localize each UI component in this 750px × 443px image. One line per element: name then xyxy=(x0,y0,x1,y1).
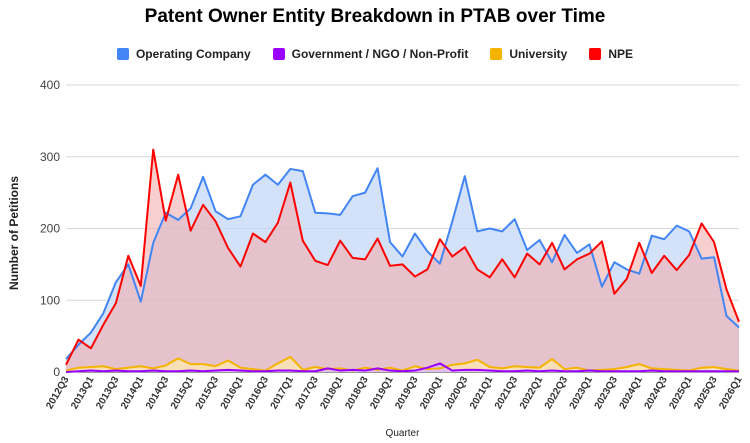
x-tick-label-2021Q3: 2021Q3 xyxy=(493,374,521,411)
legend-label: NPE xyxy=(608,47,634,61)
x-tick-label-2022Q1: 2022Q1 xyxy=(518,374,546,411)
area-university xyxy=(66,356,739,372)
line-npe[interactable] xyxy=(65,148,740,366)
x-tick-label-2024Q1: 2024Q1 xyxy=(618,374,646,411)
y-tick-label-0: 0 xyxy=(53,365,60,379)
x-tick-label-2013Q3: 2013Q3 xyxy=(94,374,122,411)
x-tick-label-2018Q1: 2018Q1 xyxy=(318,374,346,411)
x-tick-label-2020Q3: 2020Q3 xyxy=(443,374,471,411)
legend-label: University xyxy=(509,47,568,61)
line-government-ngo-non-profit[interactable] xyxy=(65,362,739,373)
legend-item-government[interactable]: Government / NGO / Non-Profit xyxy=(272,47,469,61)
legend-label: Government / NGO / Non-Profit xyxy=(291,47,469,61)
y-tick-label-400: 400 xyxy=(40,78,60,92)
x-tick-label-2017Q1: 2017Q1 xyxy=(269,374,297,411)
line-operating-company[interactable] xyxy=(65,167,740,360)
x-tick-label-2021Q1: 2021Q1 xyxy=(468,374,496,411)
x-tick-label-2016Q3: 2016Q3 xyxy=(244,374,272,411)
x-tick-label-2016Q1: 2016Q1 xyxy=(219,374,247,411)
x-tick-label-2025Q3: 2025Q3 xyxy=(692,374,720,411)
x-tick-label-2023Q1: 2023Q1 xyxy=(568,374,596,411)
x-axis-label: Quarter xyxy=(385,428,420,439)
x-tick-label-2025Q1: 2025Q1 xyxy=(667,374,695,411)
x-tick-label-2019Q1: 2019Q1 xyxy=(368,374,396,411)
y-tick-label-200: 200 xyxy=(40,222,60,236)
x-tick-label-2022Q3: 2022Q3 xyxy=(543,374,571,411)
x-tick-label-2012Q3: 2012Q3 xyxy=(44,374,72,411)
legend-swatch-university xyxy=(490,48,503,60)
x-tick-labels: 2012Q32013Q12013Q32014Q12014Q32015Q12015… xyxy=(44,374,745,411)
legend-label: Operating Company xyxy=(135,47,251,61)
y-tick-labels: 0 100 200 300 400 xyxy=(40,78,60,379)
x-tick-label-2024Q3: 2024Q3 xyxy=(643,374,671,411)
legend-swatch-npe xyxy=(589,48,602,60)
legend-item-university[interactable]: University xyxy=(490,47,567,61)
chart-title: Patent Owner Entity Breakdown in PTAB ov… xyxy=(144,6,606,27)
legend-swatch-operating-company xyxy=(116,48,129,60)
legend-item-operating-company[interactable]: Operating Company xyxy=(116,47,251,61)
x-tick-label-2013Q1: 2013Q1 xyxy=(69,374,97,411)
area-fills xyxy=(66,149,739,372)
series-lines xyxy=(65,148,740,373)
x-tick-label-2018Q3: 2018Q3 xyxy=(343,374,371,411)
x-tick-label-2023Q3: 2023Q3 xyxy=(593,374,621,411)
x-tick-label-2020Q1: 2020Q1 xyxy=(418,374,446,411)
x-tick-label-2017Q3: 2017Q3 xyxy=(294,374,322,411)
legend-item-npe[interactable]: NPE xyxy=(589,47,633,61)
x-tick-label-2014Q1: 2014Q1 xyxy=(119,374,147,411)
x-tick-label-2019Q3: 2019Q3 xyxy=(393,374,421,411)
area-npe xyxy=(66,149,739,372)
legend-swatch-government xyxy=(272,48,285,60)
x-tick-label-2015Q1: 2015Q1 xyxy=(169,374,197,411)
legend: Operating Company Government / NGO / Non… xyxy=(0,44,750,64)
x-tick-label-2015Q3: 2015Q3 xyxy=(194,374,222,411)
x-tick-label-2026Q1: 2026Q1 xyxy=(717,374,745,411)
y-tick-label-100: 100 xyxy=(40,293,60,307)
y-tick-label-300: 300 xyxy=(40,150,60,164)
x-tick-label-2014Q3: 2014Q3 xyxy=(144,374,172,411)
